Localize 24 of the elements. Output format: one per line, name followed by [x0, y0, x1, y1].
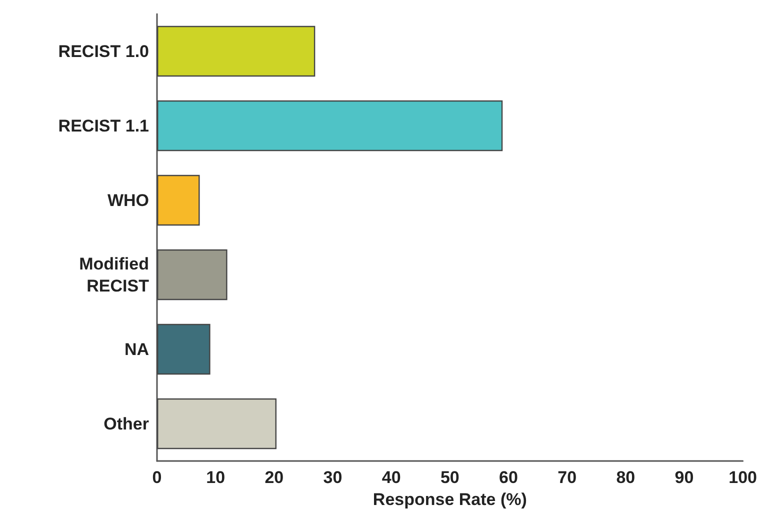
x-tick-label: 20 [264, 468, 284, 487]
x-tick-label: 80 [616, 468, 636, 487]
x-tick-label: 10 [206, 468, 226, 487]
bar [157, 398, 277, 450]
y-tick-label: RECIST 1.1 [58, 116, 149, 136]
x-tick-label: 90 [674, 468, 694, 487]
bar [157, 249, 228, 300]
y-tick-label: Modified RECIST [79, 254, 150, 296]
x-tick-label: 70 [558, 468, 577, 487]
x-tick-label: 30 [323, 468, 342, 487]
y-tick-label: NA [124, 340, 149, 359]
x-tick-label: 0 [152, 468, 162, 487]
bar [157, 100, 503, 152]
x-tick-label: 100 [728, 468, 758, 487]
bar [157, 324, 210, 375]
bar [157, 26, 316, 77]
x-tick-label: 40 [382, 468, 401, 487]
y-tick-label: WHO [107, 190, 149, 210]
bar [157, 174, 200, 226]
y-tick-label: RECIST 1.0 [58, 42, 149, 61]
y-tick-label: Other [104, 414, 150, 434]
x-axis-title: Response Rate (%) [372, 490, 527, 509]
x-tick-label: 50 [440, 468, 460, 487]
x-tick-label: 60 [499, 468, 518, 487]
